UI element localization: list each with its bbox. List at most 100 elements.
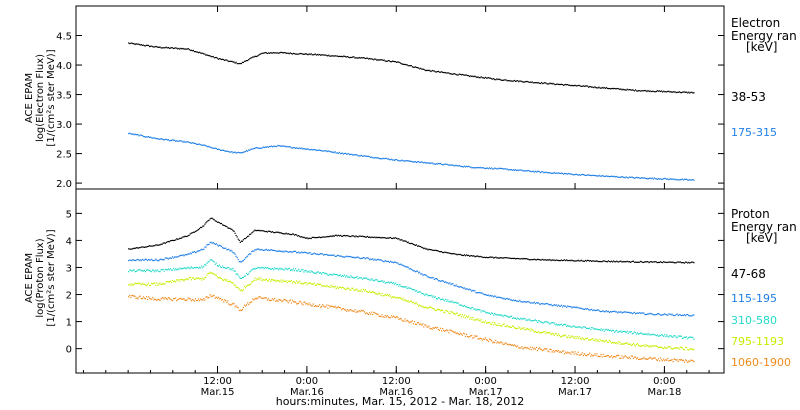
data-point <box>282 52 284 54</box>
data-point <box>228 60 230 63</box>
data-point <box>444 71 446 74</box>
data-point <box>414 290 417 292</box>
data-point <box>621 89 623 91</box>
data-point <box>292 52 295 54</box>
data-point <box>434 326 436 328</box>
data-point <box>313 236 315 239</box>
data-point <box>339 234 341 236</box>
data-point <box>647 178 649 180</box>
data-point <box>610 311 613 313</box>
data-point <box>195 143 198 145</box>
data-point <box>648 346 650 348</box>
data-point <box>491 312 493 314</box>
data-point <box>166 241 168 243</box>
data-point <box>408 287 410 289</box>
data-point <box>357 155 359 157</box>
data-point <box>140 44 142 46</box>
data-point <box>403 63 405 65</box>
data-point <box>202 52 204 54</box>
data-point <box>285 232 287 234</box>
data-point <box>396 316 398 318</box>
data-point <box>459 286 461 288</box>
data-point <box>421 324 423 326</box>
data-point <box>130 248 132 250</box>
data-point <box>155 45 157 48</box>
data-point <box>197 250 199 252</box>
data-point <box>311 305 313 307</box>
data-point <box>555 172 557 174</box>
data-point <box>506 324 508 326</box>
data-point <box>529 330 531 332</box>
data-point <box>236 273 238 275</box>
data-point <box>472 306 474 309</box>
data-point <box>454 331 456 333</box>
data-point <box>673 347 675 349</box>
data-point <box>469 75 471 78</box>
data-point <box>568 172 570 175</box>
data-point <box>401 264 403 266</box>
data-point <box>140 260 142 262</box>
data-point <box>429 162 431 165</box>
data-point <box>670 347 672 349</box>
data-point <box>632 332 634 334</box>
data-point <box>322 150 324 152</box>
data-point <box>504 325 506 327</box>
data-point <box>600 87 602 89</box>
data-point <box>173 280 175 283</box>
data-point <box>256 267 258 270</box>
data-point <box>214 57 216 59</box>
data-point <box>680 92 682 94</box>
data-point <box>566 306 568 308</box>
data-point <box>292 250 295 253</box>
data-point <box>327 307 329 309</box>
data-point <box>167 258 169 260</box>
data-point <box>319 53 321 56</box>
data-point <box>468 254 470 256</box>
data-point <box>641 177 643 179</box>
data-point <box>636 312 638 314</box>
data-point <box>217 58 219 60</box>
data-point <box>605 310 607 312</box>
data-point <box>604 355 606 358</box>
data-point <box>504 168 506 170</box>
data-point <box>128 42 130 44</box>
data-point <box>523 327 525 329</box>
data-point <box>142 135 144 137</box>
data-point <box>155 298 157 301</box>
data-point <box>327 286 329 288</box>
data-point <box>460 286 462 288</box>
data-point <box>260 277 262 279</box>
data-point <box>143 45 145 47</box>
data-point <box>168 269 170 271</box>
data-point <box>146 246 149 248</box>
data-point <box>442 298 444 300</box>
data-point <box>406 241 408 244</box>
data-point <box>393 60 395 62</box>
data-point <box>503 79 505 81</box>
data-point <box>140 134 142 136</box>
data-point <box>211 217 213 219</box>
data-point <box>592 327 594 329</box>
data-point <box>460 304 462 306</box>
data-point <box>639 312 641 314</box>
data-point <box>264 146 266 148</box>
data-point <box>400 297 402 300</box>
data-point <box>210 259 212 261</box>
data-point <box>678 261 680 263</box>
data-point <box>453 331 455 334</box>
data-point <box>213 219 215 221</box>
data-point <box>666 334 668 336</box>
data-point <box>565 334 567 336</box>
data-point <box>589 309 591 311</box>
data-point <box>616 175 618 178</box>
data-point <box>582 355 584 357</box>
data-point <box>593 354 595 356</box>
data-point <box>392 296 394 298</box>
data-point <box>502 343 504 345</box>
data-point <box>224 59 226 61</box>
data-point <box>313 53 315 56</box>
data-point <box>516 346 518 348</box>
data-point <box>631 260 633 262</box>
data-point <box>277 144 279 146</box>
data-point <box>460 74 462 76</box>
